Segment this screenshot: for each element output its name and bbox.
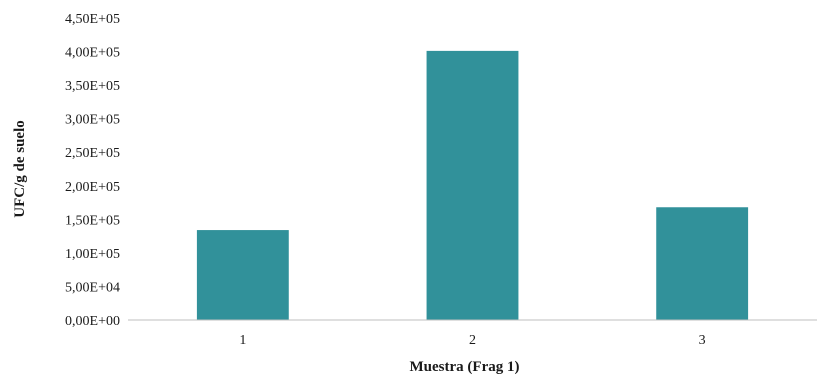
y-tick-label: 2,00E+05 — [65, 180, 120, 195]
y-tick-label: 2,50E+05 — [65, 146, 120, 161]
y-tick-label: 1,00E+05 — [65, 247, 120, 262]
x-tick-label: 1 — [239, 333, 246, 348]
x-tick-label: 2 — [469, 333, 476, 348]
y-axis-ticks: 0,00E+00 5,00E+04 1,00E+05 1,50E+05 2,00E+05… — [65, 12, 120, 329]
y-tick-label: 0,00E+00 — [65, 314, 120, 329]
y-tick-label: 4,00E+05 — [65, 46, 120, 61]
bars-group — [196, 50, 749, 320]
y-tick-label: 1,50E+05 — [65, 213, 120, 228]
y-tick-label: 3,50E+05 — [65, 79, 120, 94]
x-axis-ticks: 1 2 3 — [239, 333, 705, 348]
y-tick-label: 4,50E+05 — [65, 12, 120, 27]
bar-2 — [426, 50, 519, 320]
y-tick-label: 5,00E+04 — [65, 280, 120, 295]
y-tick-label: 3,00E+05 — [65, 113, 120, 128]
bar-3 — [656, 207, 749, 320]
bar-1 — [196, 230, 289, 320]
x-tick-label: 3 — [699, 333, 706, 348]
y-axis-title: UFC/g de suelo — [12, 120, 28, 218]
x-axis-title: Muestra (Frag 1) — [410, 359, 520, 375]
